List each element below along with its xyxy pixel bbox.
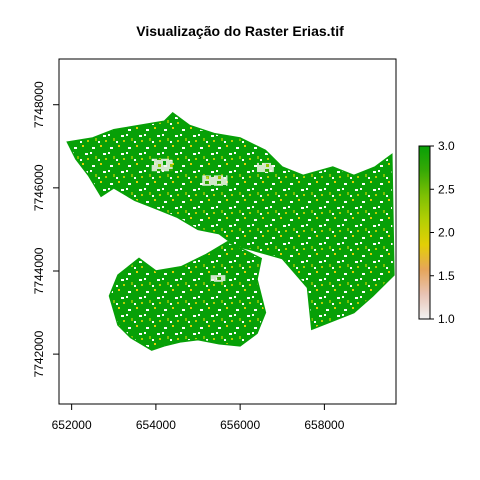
- y-tick-label: 7748000: [32, 81, 46, 128]
- raster-light-patch: [210, 275, 226, 282]
- raster-region-southern-lobe: [108, 241, 267, 351]
- raster-light-patch: [151, 158, 173, 172]
- colorbar-legend: 1.0 1.5 2.0 2.5 3.0: [418, 139, 455, 326]
- raster-region-northern-lobe: [66, 112, 395, 331]
- y-axis: 7742000 7744000 7746000 7748000: [32, 81, 60, 377]
- raster-light-patch: [202, 175, 228, 186]
- colorbar-tick-label: 2.0: [438, 226, 455, 240]
- chart-title: Visualização do Raster Erias.tif: [136, 23, 344, 39]
- y-tick-label: 7742000: [32, 330, 46, 377]
- x-tick-label: 654000: [136, 418, 176, 432]
- colorbar-tick-label: 1.0: [438, 312, 455, 326]
- x-axis: 652000 654000 656000 658000: [52, 403, 345, 432]
- raster-layer: [66, 112, 395, 351]
- colorbar-tick-label: 3.0: [438, 139, 455, 153]
- raster-light-patch: [256, 162, 274, 173]
- y-tick-label: 7746000: [32, 164, 46, 211]
- x-tick-label: 656000: [220, 418, 260, 432]
- colorbar-tick-label: 2.5: [438, 182, 455, 196]
- x-tick-label: 658000: [304, 418, 344, 432]
- y-tick-label: 7744000: [32, 247, 46, 294]
- x-tick-label: 652000: [52, 418, 92, 432]
- colorbar-gradient: [418, 145, 431, 320]
- colorbar-tick-label: 1.5: [438, 269, 455, 283]
